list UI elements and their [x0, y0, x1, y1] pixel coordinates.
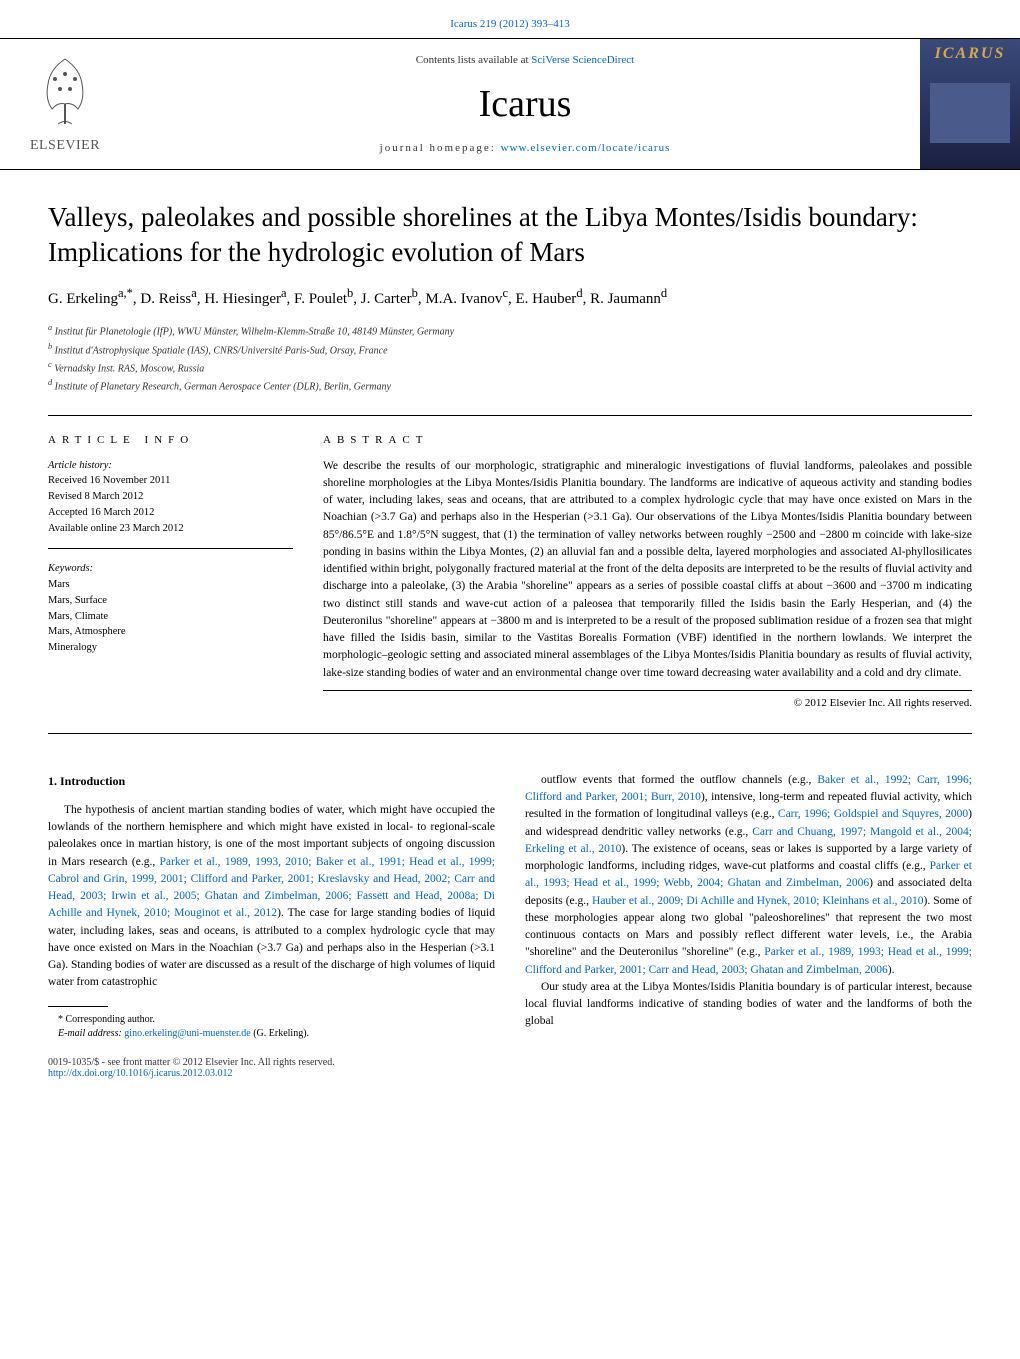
email-footnote: E-mail address: gino.erkeling@uni-muenst…: [48, 1027, 495, 1041]
doi-link[interactable]: http://dx.doi.org/10.1016/j.icarus.2012.…: [48, 1068, 233, 1079]
article-history: Article history: Received 16 November 20…: [48, 458, 293, 550]
banner-center: Contents lists available at SciVerse Sci…: [130, 42, 920, 166]
abstract-column: ABSTRACT We describe the results of our …: [323, 434, 972, 709]
publisher-logo: ELSEVIER: [0, 39, 130, 169]
keywords-block: Keywords: MarsMars, SurfaceMars, Climate…: [48, 561, 293, 656]
publisher-name: ELSEVIER: [30, 138, 100, 154]
affiliation-line: d Institute of Planetary Research, Germa…: [48, 377, 972, 394]
email-suffix: (G. Erkeling).: [251, 1028, 309, 1039]
history-line: Revised 8 March 2012: [48, 489, 293, 505]
contents-prefix: Contents lists available at: [416, 54, 531, 66]
author-email-link[interactable]: gino.erkeling@uni-muenster.de: [124, 1028, 250, 1039]
journal-name: Icarus: [130, 82, 920, 126]
corresponding-author-note: * Corresponding author.: [48, 1013, 495, 1027]
article-title: Valleys, paleolakes and possible shoreli…: [48, 200, 972, 270]
keyword-line: Mars, Surface: [48, 593, 293, 609]
keyword-line: Mars: [48, 577, 293, 593]
journal-banner: ELSEVIER Contents lists available at Sci…: [0, 38, 1020, 170]
abstract-text: We describe the results of our morpholog…: [323, 458, 972, 691]
abstract-heading: ABSTRACT: [323, 434, 972, 446]
column-right: outflow events that formed the outflow c…: [525, 772, 972, 1041]
history-label: Article history:: [48, 458, 293, 474]
contents-list-line: Contents lists available at SciVerse Sci…: [130, 54, 920, 66]
cover-image: [930, 83, 1010, 143]
author-list: G. Erkelinga,*, D. Reissa, H. Hiesingera…: [48, 286, 972, 308]
article-main: Valleys, paleolakes and possible shoreli…: [0, 170, 1020, 772]
history-line: Accepted 16 March 2012: [48, 505, 293, 521]
homepage-prefix: journal homepage:: [380, 142, 501, 154]
footnote-separator: [48, 1006, 108, 1007]
elsevier-tree-icon: [30, 54, 100, 134]
info-abstract-row: ARTICLE INFO Article history: Received 1…: [48, 415, 972, 709]
journal-cover: ICARUS: [920, 39, 1020, 169]
history-line: Received 16 November 2011: [48, 473, 293, 489]
body-columns: 1. Introduction The hypothesis of ancien…: [0, 772, 1020, 1041]
keywords-label: Keywords:: [48, 561, 293, 577]
history-line: Available online 23 March 2012: [48, 521, 293, 537]
intro-para-1: The hypothesis of ancient martian standi…: [48, 802, 495, 992]
front-matter-line: 0019-1035/$ - see front matter © 2012 El…: [48, 1057, 972, 1068]
article-info: ARTICLE INFO Article history: Received 1…: [48, 434, 293, 709]
affiliation-line: c Vernadsky Inst. RAS, Moscow, Russia: [48, 359, 972, 376]
journal-homepage-link[interactable]: www.elsevier.com/locate/icarus: [501, 142, 671, 154]
citation-header: Icarus 219 (2012) 393–413: [0, 0, 1020, 38]
affiliation-line: b Institut d'Astrophysique Spatiale (IAS…: [48, 341, 972, 358]
article-info-heading: ARTICLE INFO: [48, 434, 293, 446]
keyword-line: Mars, Atmosphere: [48, 624, 293, 640]
column-left: 1. Introduction The hypothesis of ancien…: [48, 772, 495, 1041]
citation-link[interactable]: Icarus 219 (2012) 393–413: [450, 18, 569, 30]
affiliation-line: a Institut für Planetologie (IfP), WWU M…: [48, 322, 972, 339]
affiliations: a Institut für Planetologie (IfP), WWU M…: [48, 322, 972, 394]
cover-title: ICARUS: [935, 45, 1006, 63]
intro-para-2: outflow events that formed the outflow c…: [525, 772, 972, 979]
homepage-line: journal homepage: www.elsevier.com/locat…: [130, 142, 920, 154]
section-1-heading: 1. Introduction: [48, 772, 495, 790]
intro-para-3: Our study area at the Libya Montes/Isidi…: [525, 979, 972, 1031]
keyword-line: Mars, Climate: [48, 609, 293, 625]
sciencedirect-link[interactable]: SciVerse ScienceDirect: [531, 54, 634, 66]
section-divider: [48, 733, 972, 734]
email-label: E-mail address:: [58, 1028, 124, 1039]
keyword-line: Mineralogy: [48, 640, 293, 656]
page-footer: 0019-1035/$ - see front matter © 2012 El…: [0, 1041, 1020, 1099]
abstract-copyright: © 2012 Elsevier Inc. All rights reserved…: [323, 697, 972, 709]
